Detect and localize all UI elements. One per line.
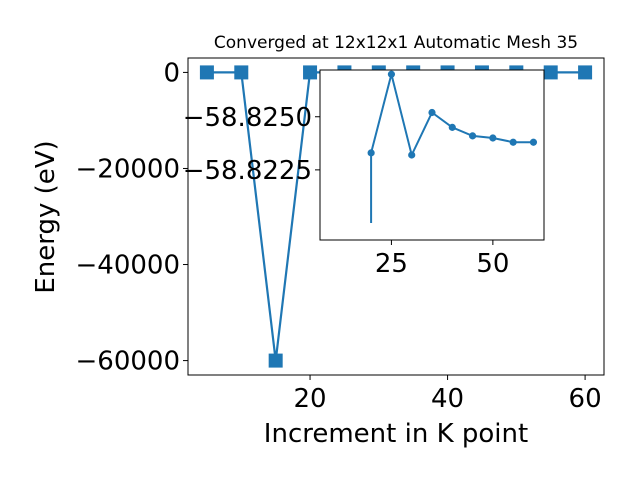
inset-data-point	[428, 108, 436, 117]
inset-data-point	[387, 70, 396, 78]
inset-data-point	[529, 138, 538, 146]
inset-plot: −58.8250 −58.8225 25 50	[183, 69, 545, 279]
main-x-tick-label: 20	[294, 384, 327, 414]
main-y-axis-ticks: 0 −20000 −40000 −60000	[76, 58, 188, 377]
main-x-axis-ticks: 20 40 60	[294, 375, 602, 414]
inset-y-tick-label: −58.8225	[183, 156, 312, 186]
main-data-point	[303, 65, 318, 80]
inset-series-path	[370, 73, 534, 223]
inset-y-tick-label: −58.8250	[183, 103, 312, 133]
main-y-tick-label: −20000	[76, 154, 181, 184]
inset-y-axis-ticks: −58.8250 −58.8225	[183, 103, 320, 186]
main-data-point	[268, 353, 283, 368]
main-data-point	[578, 65, 593, 80]
main-y-tick-label: 0	[163, 58, 180, 88]
main-data-point	[543, 65, 558, 80]
inset-data-point	[367, 149, 375, 157]
chart-title: Converged at 12x12x1 Automatic Mesh 35	[214, 33, 578, 53]
inset-background	[320, 70, 544, 240]
inset-data-point	[448, 123, 456, 131]
main-data-point	[199, 65, 214, 80]
inset-series-line	[367, 70, 538, 223]
inset-x-axis-ticks: 25 50	[375, 240, 509, 279]
inset-data-point	[489, 134, 497, 142]
main-y-tick-label: −40000	[76, 251, 181, 281]
inset-data-point	[509, 138, 517, 146]
inset-x-tick-label: 25	[375, 249, 408, 279]
main-y-tick-label: −60000	[76, 347, 181, 377]
inset-plot-frame	[319, 69, 545, 241]
main-x-tick-label: 60	[569, 384, 602, 414]
main-data-point	[234, 65, 249, 80]
main-x-tick-label: 40	[431, 384, 464, 414]
main-plot-frame	[187, 57, 605, 376]
y-axis-label: Energy (eV)	[31, 140, 61, 293]
inset-data-point	[408, 151, 416, 159]
inset-data-point	[468, 132, 477, 140]
inset-x-tick-label: 50	[476, 249, 509, 279]
x-axis-label: Increment in K point	[264, 419, 528, 449]
